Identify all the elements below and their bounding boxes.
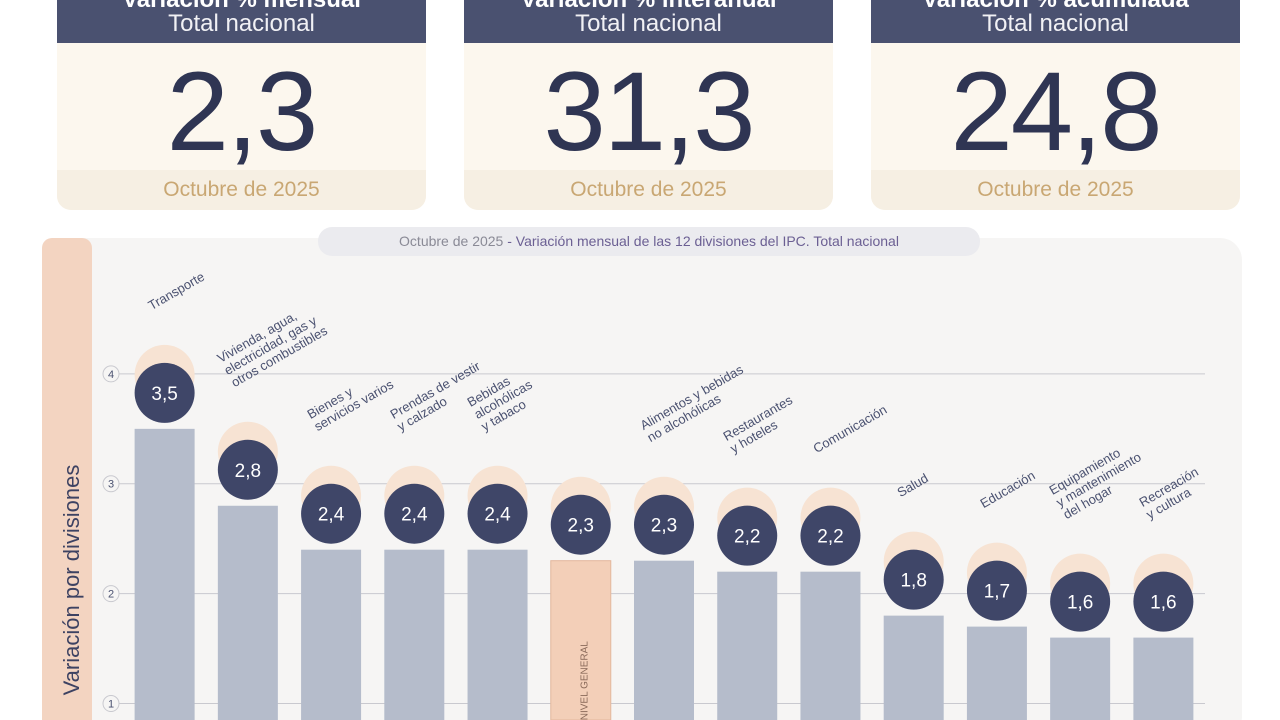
bar [1050, 637, 1111, 720]
title-date: Octubre de 2025 [399, 233, 504, 249]
card-body: 24,8 Octubre de 2025 [871, 43, 1240, 210]
title-text: - Variación mensual de las 12 divisiones… [507, 233, 899, 249]
bar [134, 428, 195, 720]
value-badge [883, 549, 944, 610]
value-badge [1133, 571, 1194, 632]
value-label: 2,4 [401, 505, 428, 526]
bar [301, 549, 362, 720]
bar-text: NIVEL GENERAL [579, 641, 590, 720]
title-pill [318, 227, 980, 256]
value-label: 2,2 [734, 527, 760, 548]
value-badge [800, 505, 861, 566]
y-axis-strip [42, 238, 92, 720]
bar [550, 560, 612, 720]
value-badge [634, 494, 694, 555]
value-label: 1,8 [900, 571, 926, 592]
card-title: Variación % interanual [464, 0, 833, 14]
bar [883, 615, 944, 720]
card-date: Octubre de 2025 [464, 170, 833, 210]
card-value: 2,3 [166, 49, 319, 174]
value-badge [301, 483, 362, 544]
card-body: 31,3 Octubre de 2025 [464, 43, 833, 210]
value-badge [467, 483, 528, 544]
value-label: 2,3 [568, 516, 594, 537]
tick-dot [102, 695, 120, 713]
value-badge [550, 494, 611, 555]
y-tick-label: 2 [108, 589, 114, 601]
card-header: Variación % acumuladaTotal nacional [871, 0, 1240, 43]
value-badge [384, 483, 445, 544]
y-axis-label: Variación por divisiones [59, 465, 84, 696]
bar [717, 571, 778, 720]
tick-dot [102, 585, 120, 603]
value-label: 1,6 [1150, 593, 1176, 614]
card-value: 31,3 [543, 49, 756, 174]
value-badge [966, 560, 1027, 621]
y-tick-label: 3 [108, 479, 114, 491]
bar [467, 549, 528, 720]
value-label: 1,6 [1067, 593, 1093, 614]
value-label: 2,2 [817, 527, 843, 548]
card-subtitle: Total nacional [168, 10, 315, 37]
value-label: 1,7 [984, 582, 1010, 603]
tick-dot [102, 365, 120, 383]
card-header: Variación % mensualTotal nacional [57, 0, 426, 43]
value-badge [717, 505, 778, 566]
value-label: 2,3 [651, 516, 677, 537]
bar [217, 505, 278, 720]
value-label: 2,8 [235, 461, 261, 482]
card-subtitle: Total nacional [575, 10, 722, 37]
value-badge [134, 362, 195, 423]
value-label: 3,5 [151, 384, 177, 405]
tick-dot [102, 475, 120, 493]
card-header: Variación % interanualTotal nacional [464, 0, 833, 43]
kpi-card: Variación % mensualTotal nacional2,3Octu… [57, 0, 426, 210]
y-tick-label: 1 [108, 698, 114, 710]
value-label: 2,4 [318, 505, 345, 526]
chart-title: Octubre de 2025 - Variación mensual de l… [399, 233, 899, 249]
bar [1133, 637, 1194, 720]
card-body: 2,3 Octubre de 2025 [57, 43, 426, 210]
bar [800, 571, 861, 720]
kpi-card: Variación % acumuladaTotal nacional24,8O… [871, 0, 1240, 210]
card-subtitle: Total nacional [982, 10, 1129, 37]
bar [384, 549, 445, 720]
card-title: Variación % acumulada [871, 0, 1240, 14]
value-label: 2,4 [484, 505, 511, 526]
kpi-card: Variación % interanualTotal nacional31,3… [464, 0, 833, 210]
card-title: Variación % mensual [57, 0, 426, 14]
value-badge [1050, 571, 1111, 632]
card-date: Octubre de 2025 [57, 170, 426, 210]
value-badge [217, 439, 278, 500]
card-date: Octubre de 2025 [871, 170, 1240, 210]
y-tick-label: 4 [108, 369, 114, 381]
card-value: 24,8 [950, 49, 1163, 174]
bar [966, 626, 1027, 720]
bar [634, 560, 694, 720]
